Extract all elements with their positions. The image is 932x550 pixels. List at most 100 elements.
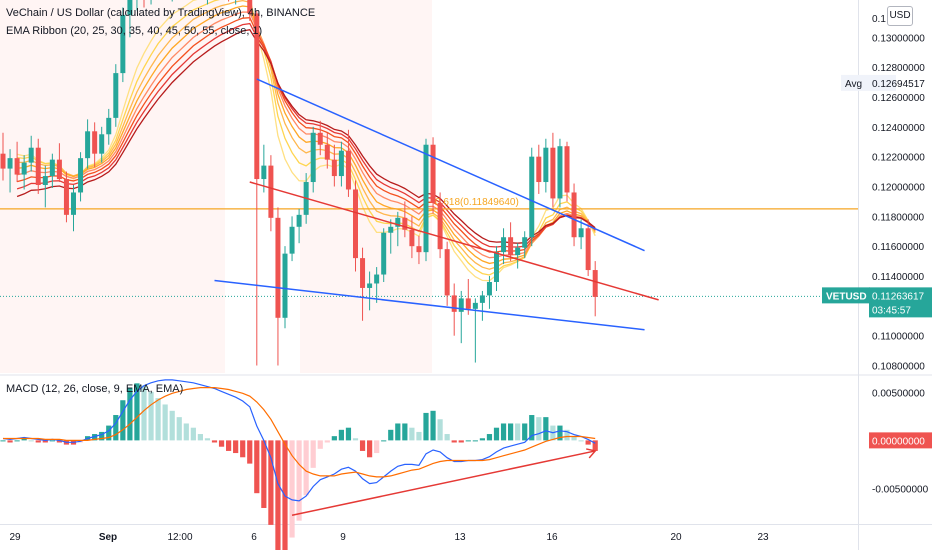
price-tick: 0.12600000: [872, 93, 925, 104]
macd-histogram-bar: [522, 423, 528, 441]
macd-histogram-bar: [331, 436, 337, 441]
macd-histogram-bar: [226, 440, 232, 451]
macd-pane: [0, 379, 598, 550]
candle-body: [416, 246, 422, 253]
axes: 0.13000000 0.12800000 0.12600000 0.12400000…: [9, 14, 928, 543]
candle-body: [388, 226, 394, 233]
price-tick: 0.11400000: [872, 272, 925, 283]
macd-histogram-bar: [529, 415, 535, 441]
macd-histogram-bar: [21, 438, 27, 441]
candle-body: [578, 228, 584, 238]
macd-histogram-bar: [183, 423, 189, 441]
candle-body: [56, 159, 62, 180]
candle-body: [282, 253, 288, 318]
avg-label-bg: [841, 74, 896, 91]
macd-histogram-bar: [127, 387, 133, 441]
ema-line: [16, 22, 596, 248]
candle-body: [536, 156, 542, 183]
macd-tick: -0.00500000: [872, 484, 929, 495]
candle-body: [99, 134, 105, 154]
macd-histogram-bar: [28, 440, 34, 442]
macd-histogram-bar: [197, 434, 203, 441]
macd-histogram-bar: [310, 440, 316, 468]
macd-histogram-bar: [508, 423, 514, 441]
macd-histogram-bar: [247, 440, 253, 464]
price-tick: 0.11600000: [872, 242, 925, 253]
candle-body: [479, 295, 485, 303]
macd-histogram-bar: [444, 434, 450, 441]
currency-button[interactable]: USD: [887, 6, 913, 26]
macd-histogram-bar: [374, 440, 380, 454]
candle-body: [85, 131, 91, 159]
candle-body: [367, 283, 373, 288]
macd-histogram-bar: [536, 417, 542, 441]
macd-histogram-bar: [367, 440, 373, 458]
macd-histogram-bar: [557, 425, 563, 441]
macd-histogram-bar: [204, 438, 211, 441]
candle-body: [310, 132, 316, 183]
time-tick: 20: [670, 532, 682, 543]
candle-body: [71, 192, 76, 215]
time-tick: 16: [546, 532, 558, 543]
trendlines[interactable]: [214, 78, 659, 331]
candle-body: [296, 214, 302, 227]
candle-body: [402, 217, 408, 230]
macd-histogram-bar: [458, 440, 464, 443]
macd-histogram-bar: [42, 440, 48, 443]
candle-body: [127, 0, 133, 15]
time-tick: Sep: [99, 532, 117, 543]
candle-body: [571, 192, 577, 238]
macd-histogram-bar: [571, 436, 577, 441]
candle-body: [289, 226, 295, 254]
time-tick: 12:00: [167, 532, 192, 543]
macd-histogram-bar: [303, 440, 309, 496]
macd-histogram-bar: [35, 440, 41, 443]
candle-body: [458, 298, 464, 312]
candle-body: [486, 281, 492, 296]
macd-histogram-bar: [233, 440, 239, 454]
candle-body: [564, 146, 570, 193]
macd-histogram-bar: [134, 383, 140, 441]
fib-level: 0.618(0.11849640): [0, 197, 858, 297]
candle-body: [472, 302, 478, 309]
candle-body: [494, 252, 499, 282]
candle-body: [444, 249, 450, 296]
macd-histogram-bar: [564, 429, 570, 441]
macd-histogram-bar: [7, 440, 13, 443]
macd-histogram-bar: [254, 440, 260, 494]
price-tick: 0.11800000: [872, 212, 925, 223]
macd-histogram-bar: [14, 440, 20, 442]
fib-annotation: 0.618(0.11849640): [435, 197, 519, 208]
candle-body: [423, 144, 429, 253]
candle-body: [360, 258, 366, 288]
price-labels: Avg 0.12694517 VETUSD 0.11263617 03:45:57 0.0…: [822, 74, 932, 449]
macd-histogram-bar: [388, 429, 394, 441]
macd-histogram-bar: [352, 438, 359, 441]
macd-histogram-bar: [240, 440, 246, 458]
macd-histogram-bar: [338, 429, 344, 441]
candle-body: [113, 73, 119, 118]
candle-body: [254, 13, 260, 180]
macd-label[interactable]: MACD (12, 26, close, 9, EMA, EMA): [6, 383, 184, 395]
ema-line: [16, 28, 596, 244]
candle-body: [268, 165, 274, 218]
macd-histogram-bar: [148, 391, 154, 441]
macd-histogram-bar: [296, 440, 302, 521]
avg-value: 0.12694517: [872, 79, 925, 90]
trendline-red: [249, 181, 659, 301]
macd-histogram-bar: [275, 440, 281, 550]
macd-histogram-bar: [402, 423, 408, 441]
macd-histogram-bar: [500, 423, 507, 441]
macd-histogram-bar: [451, 440, 457, 443]
macd-histogram-bar: [169, 410, 175, 441]
last-price-bg: [869, 287, 932, 318]
candle-body: [437, 202, 443, 250]
price-tick: 0.12400000: [872, 123, 925, 134]
candle-body: [345, 150, 351, 190]
macd-histogram-bar: [416, 431, 422, 441]
candle-body: [501, 237, 507, 253]
ema-ribbon-label[interactable]: EMA Ribbon (20, 25, 30, 35, 40, 45, 50, …: [6, 25, 263, 37]
candle-body: [451, 295, 457, 312]
